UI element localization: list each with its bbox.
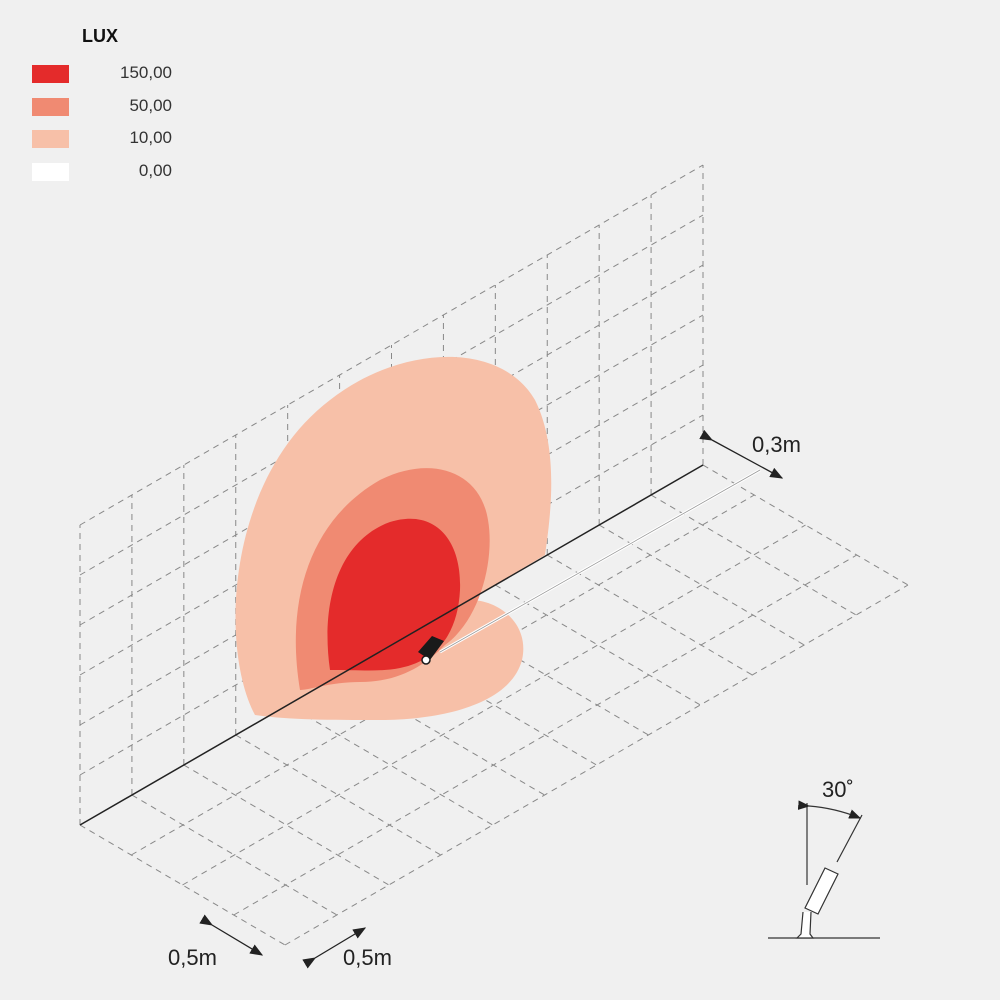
label-grid-x: 0,5m: [168, 945, 217, 970]
floor-grid-line: [130, 494, 755, 856]
wall-grid-line: [79, 314, 704, 676]
dimension-grid-x: [199, 914, 367, 969]
legend-swatch: [32, 65, 69, 83]
label-wall-offset: 0,3m: [752, 432, 801, 457]
legend-label: 150,00: [120, 63, 172, 82]
legend-label: 50,00: [129, 96, 172, 115]
floor-grid-line: [182, 524, 806, 886]
floor-grid-line: [233, 554, 858, 916]
dimension-wall-offset: [699, 429, 784, 479]
tilt-angle-icon: [768, 800, 880, 939]
wall-grid-line: [79, 264, 704, 626]
legend-swatch: [32, 98, 69, 116]
luminaire-icon: [418, 636, 444, 665]
wall-grid-line: [79, 164, 704, 526]
wall-base-line: [79, 464, 704, 826]
label-grid-y: 0,5m: [343, 945, 392, 970]
legend-swatch: [32, 130, 69, 148]
legend-label: 10,00: [129, 128, 172, 147]
wall-grid-line: [79, 364, 704, 726]
label-tilt-angle: 30˚: [822, 777, 854, 802]
legend-item-150: 150,00: [32, 63, 172, 83]
legend-label: 0,00: [138, 161, 172, 180]
legend-swatch: [32, 163, 69, 181]
legend-item-50: 50,00: [32, 96, 172, 116]
legend-title: LUX: [82, 26, 118, 46]
floor-grid-line: [284, 584, 909, 946]
wall-grid-line: [79, 414, 704, 776]
isolux-150: [327, 518, 461, 671]
wall-grid-line: [79, 214, 704, 576]
legend-item-0: 0,00: [32, 161, 172, 181]
legend-item-10: 10,00: [32, 128, 172, 148]
